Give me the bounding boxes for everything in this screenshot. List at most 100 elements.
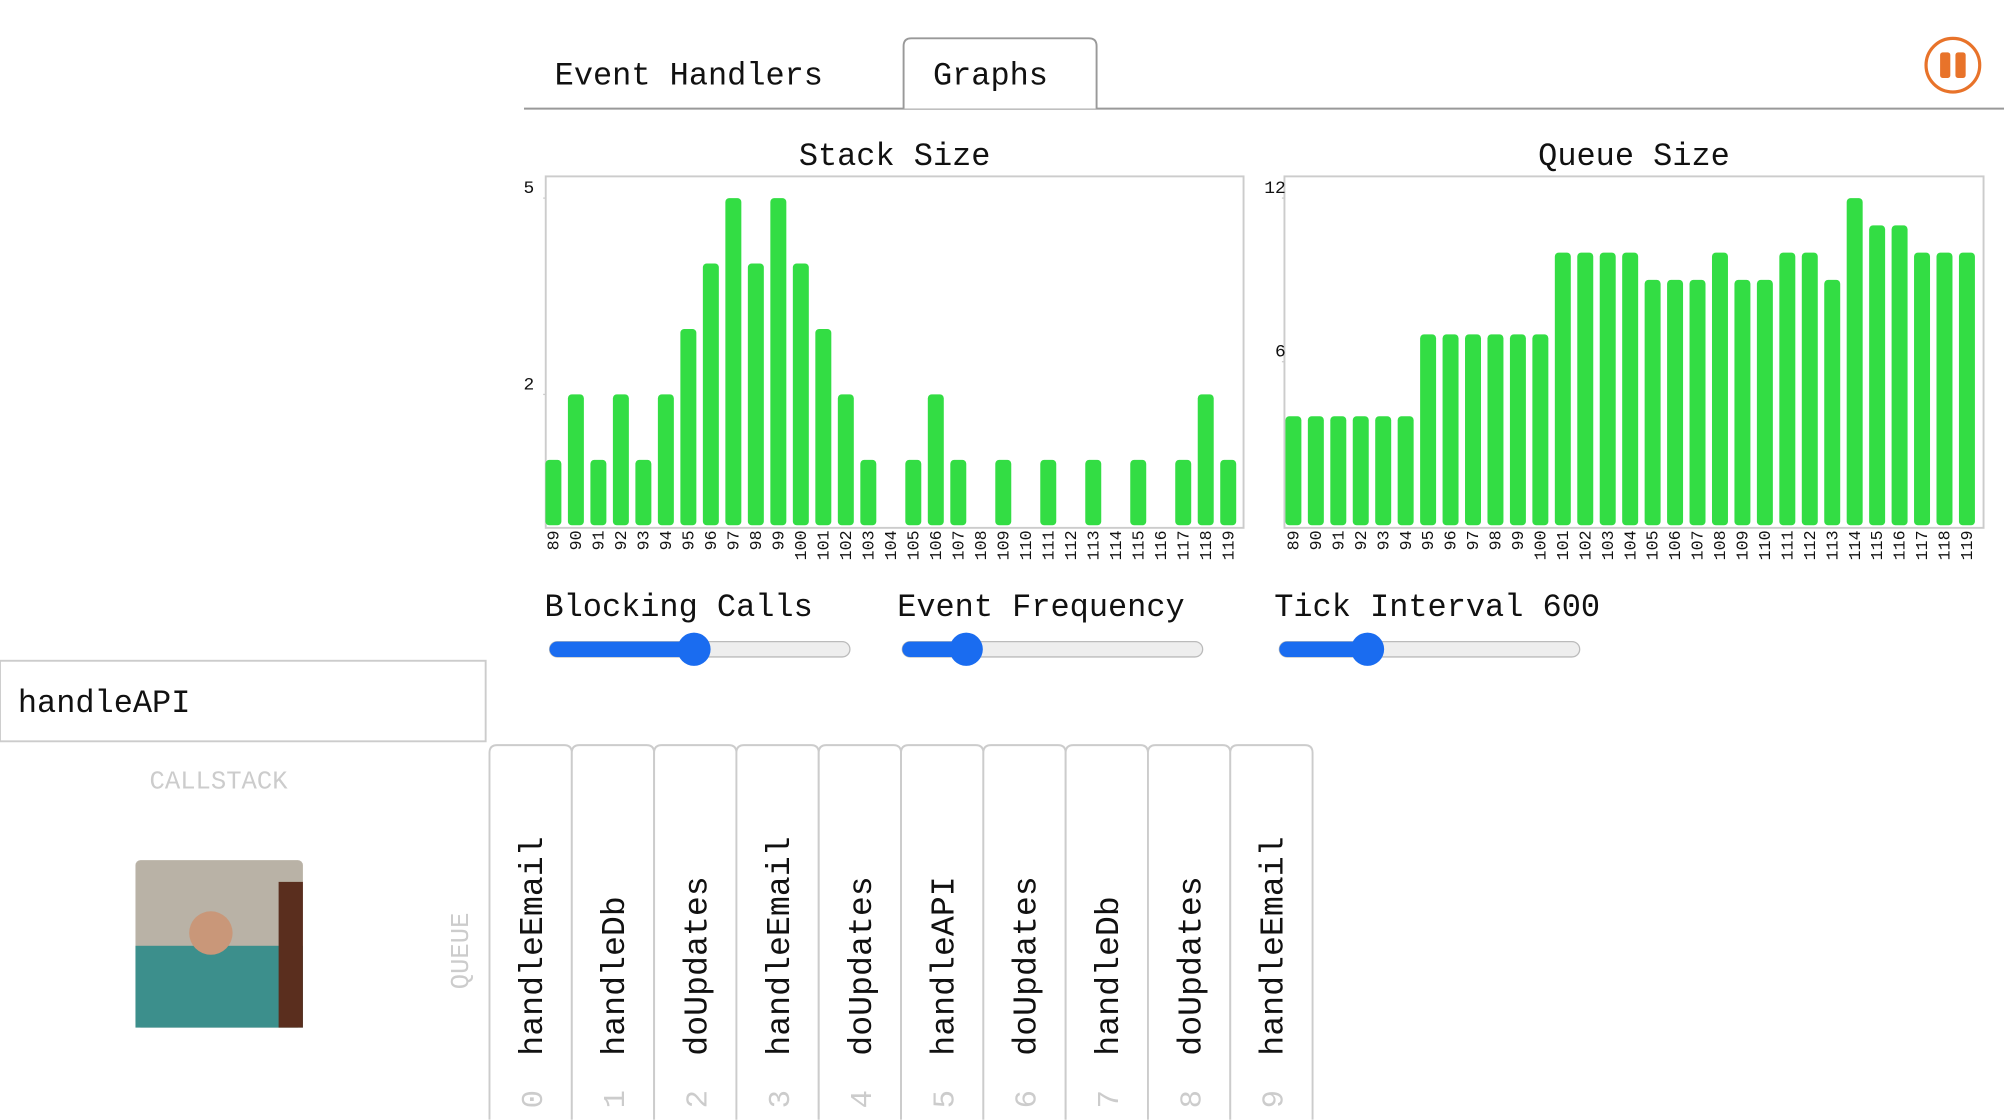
bar [1487,334,1504,526]
x-tick-label: 96 [702,530,721,550]
pause-ring [1924,36,1982,94]
bar [1085,459,1102,526]
bar [1622,252,1639,526]
bar [725,198,742,526]
webcam [135,860,303,1028]
x-tick-label: 110 [1017,530,1036,560]
bar [1667,279,1684,526]
x-tick-label: 90 [567,530,586,550]
bar [1375,416,1392,526]
chart-title: Stack Size [799,138,991,175]
queue-name: handleDb [596,896,634,1055]
pause-button[interactable] [1924,36,1982,94]
x-tick-label: 92 [612,530,631,550]
x-tick-label: 103 [1599,530,1618,560]
bar [1756,279,1773,526]
x-tick-label: 94 [657,530,676,550]
bar [1599,252,1616,526]
x-tick-label: 112 [1801,530,1820,560]
tab[interactable]: Event Handlers [555,57,823,94]
x-tick-label: 114 [1846,530,1865,560]
bar [1779,252,1796,526]
x-tick-label: 113 [1823,530,1842,560]
bar [1330,416,1347,526]
x-tick-label: 106 [1666,530,1685,560]
queue-index: 9 [1258,1090,1293,1108]
control-label-text: Tick Interval [1274,589,1523,626]
x-tick-label: 119 [1219,530,1238,560]
queue-index: 3 [764,1090,799,1108]
control-label-text: Blocking Calls [544,589,812,626]
bar [590,459,607,526]
x-tick-label: 110 [1756,530,1775,560]
x-tick-label: 118 [1197,530,1216,560]
bar [1307,416,1324,526]
bar [1352,416,1369,526]
x-tick-label: 107 [949,530,968,560]
y-tick-label: 6 [1275,343,1286,363]
x-tick-label: 89 [1285,530,1304,550]
x-tick-label: 112 [1062,530,1081,560]
current-handler: handleAPI [18,685,190,722]
pause-bar [1955,52,1966,78]
bar [657,394,674,526]
queue-name: doUpdates [1172,876,1210,1055]
control-label: Tick Interval 600 [1274,589,1600,626]
x-tick-label: 104 [882,530,901,560]
queue-index: 5 [928,1090,963,1108]
bar [1465,334,1481,526]
x-tick-label: 101 [1554,530,1573,560]
handler-box[interactable] [0,659,487,743]
slider-thumb[interactable] [1350,632,1385,666]
x-tick-label: 118 [1936,530,1955,560]
queue-index: 2 [682,1090,717,1108]
bar [1869,225,1886,526]
x-tick-label: 93 [634,530,653,550]
bar [815,328,832,526]
bar [1197,394,1214,526]
x-tick-label: 97 [724,530,743,550]
bar [702,263,719,526]
x-tick-label: 106 [927,530,946,560]
callstack-label: CALLSTACK [150,768,289,797]
bar [1936,252,1953,526]
queue-name: handleEmail [761,836,799,1055]
x-tick-label: 103 [859,530,878,560]
bar [770,198,787,526]
x-tick-label: 119 [1958,530,1977,560]
queue-index: 7 [1093,1090,1128,1108]
slider-thumb[interactable] [949,632,983,666]
queue-label: QUEUE [447,913,476,990]
x-tick-label: 91 [1329,530,1348,550]
x-tick-label: 111 [1039,530,1058,560]
queue-name: handleDb [1090,896,1128,1055]
queue-index: 1 [599,1090,634,1108]
x-tick-label: 89 [545,530,564,550]
queue-name: doUpdates [1008,876,1046,1055]
queue-index: 4 [846,1090,881,1108]
y-tick-label: 2 [523,375,534,395]
plot-frame [544,175,1245,529]
x-tick-label: 115 [1868,530,1887,560]
bar [950,459,967,526]
x-tick-label: 105 [904,530,923,560]
bar [1442,334,1459,526]
bar [612,394,629,526]
tab[interactable]: Graphs [933,57,1048,94]
active-tab[interactable] [902,37,1098,109]
pause-bar [1940,52,1951,78]
x-tick-label: 102 [1576,530,1595,560]
bar [1644,279,1661,526]
webcam-face [189,911,233,955]
queue-name: handleEmail [1255,836,1293,1055]
x-tick-label: 117 [1913,530,1932,560]
control-label-text: Event Frequency [897,589,1184,626]
bar [995,459,1012,526]
bar [1846,198,1863,526]
queue-name: handleAPI [925,876,963,1055]
slider-fill [549,641,694,657]
slider-thumb[interactable] [677,632,711,666]
y-tick-label: 12 [1264,179,1285,199]
bar [1040,459,1057,526]
webcam-door [278,881,303,1028]
